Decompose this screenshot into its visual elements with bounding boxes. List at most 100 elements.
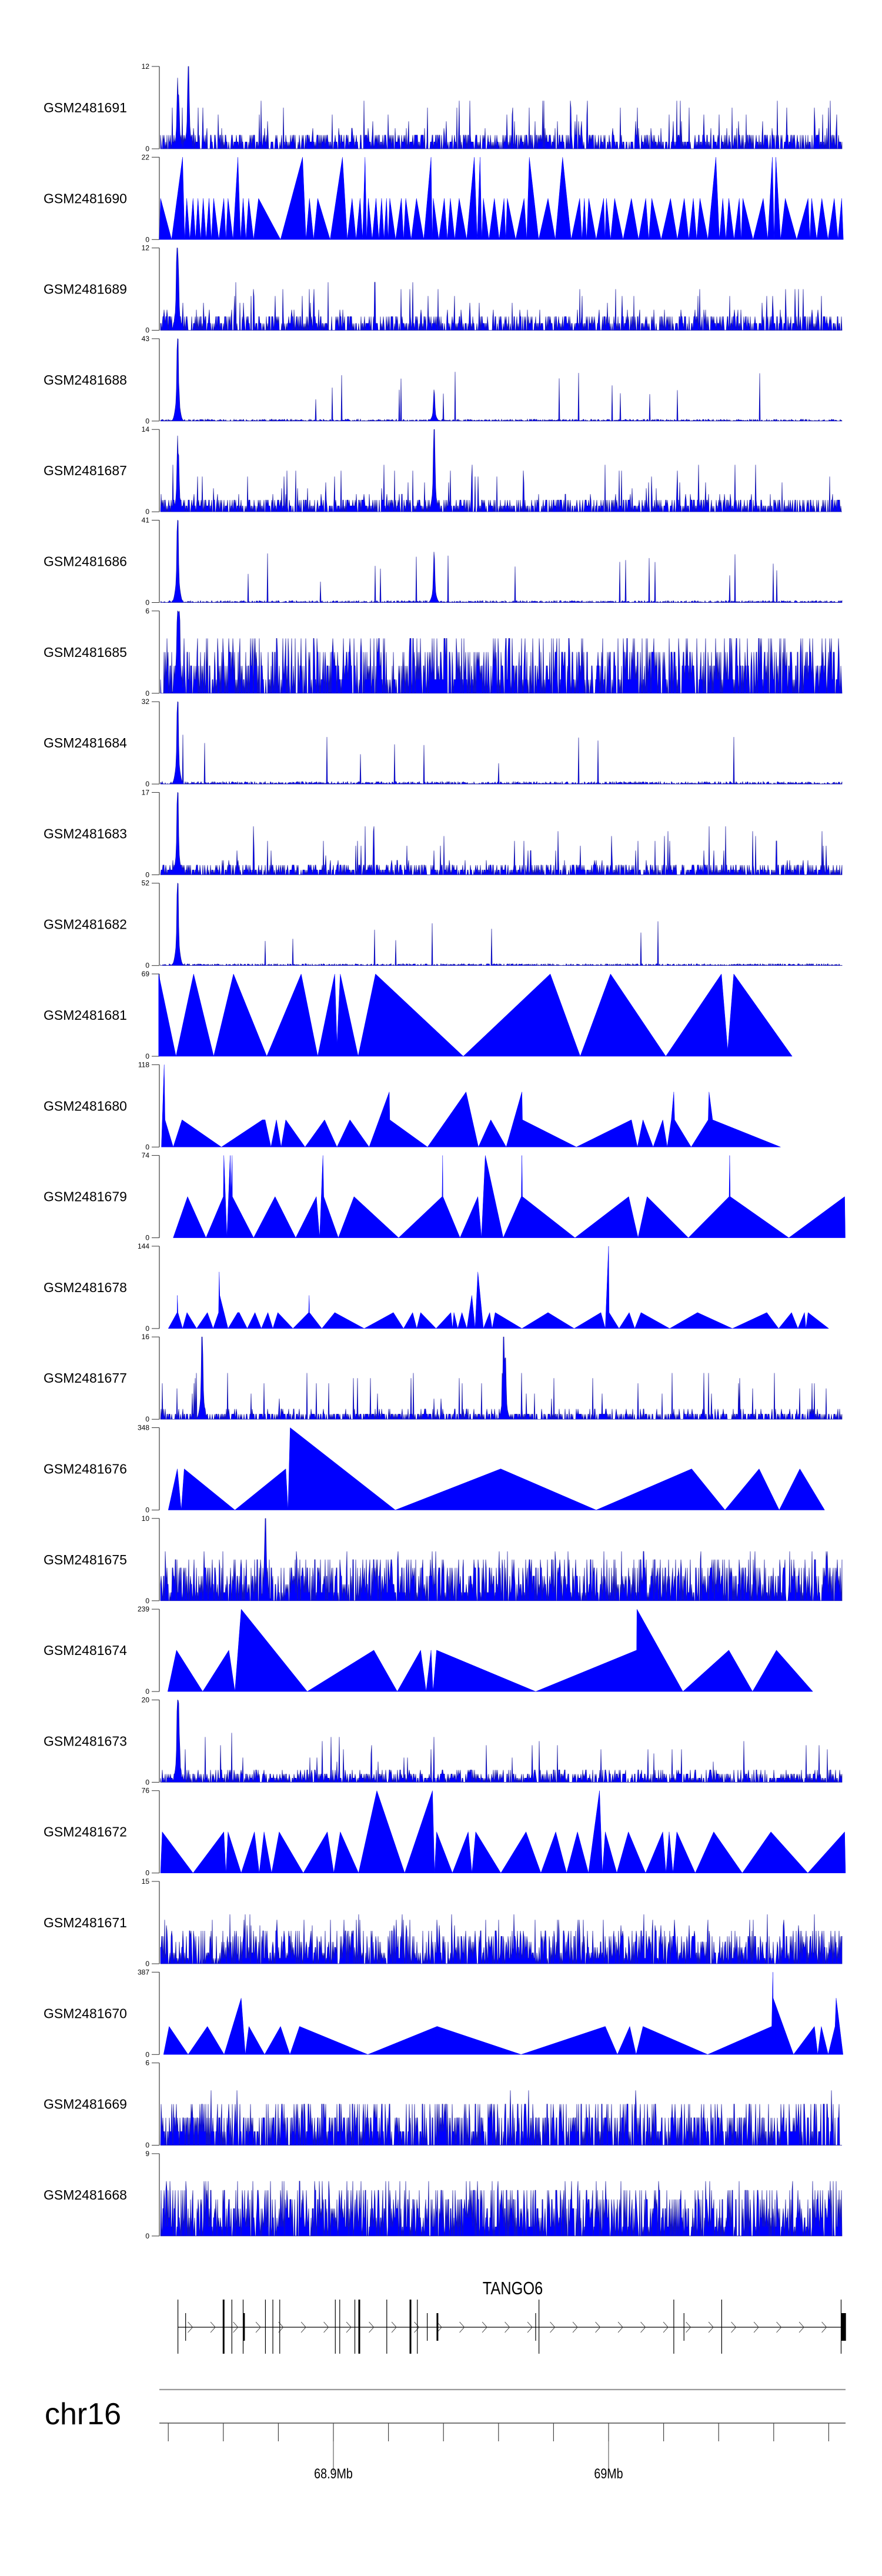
strand-arrow-icon bbox=[595, 2321, 601, 2333]
strand-arrow-icon bbox=[731, 2321, 737, 2333]
track-label: GSM2481675 bbox=[44, 1552, 127, 1567]
y-axis-min-label: 0 bbox=[145, 1687, 149, 1696]
strand-arrow-icon bbox=[323, 2321, 329, 2333]
strand-arrow-icon bbox=[505, 2321, 510, 2333]
track-label: GSM2481673 bbox=[44, 1733, 127, 1749]
y-axis-min-label: 0 bbox=[145, 1234, 149, 1242]
y-axis-min-label: 0 bbox=[145, 1143, 149, 1151]
strand-arrow-icon bbox=[572, 2321, 578, 2333]
y-axis-min-label: 0 bbox=[145, 1415, 149, 1423]
track-label: GSM2481671 bbox=[44, 1915, 127, 1930]
track-GSM2481687: GSM2481687 14 0 bbox=[44, 425, 842, 516]
track-GSM2481669: GSM2481669 6 0 bbox=[44, 2059, 842, 2150]
strand-arrow-icon bbox=[233, 2321, 239, 2333]
exon bbox=[721, 2300, 722, 2354]
y-axis-max-label: 16 bbox=[142, 1333, 150, 1341]
y-axis-min-label: 0 bbox=[145, 2232, 149, 2240]
y-axis-max-label: 387 bbox=[138, 1968, 149, 1976]
signal-area bbox=[173, 1155, 846, 1239]
y-axis-max-label: 9 bbox=[145, 2150, 149, 2158]
signal-area bbox=[158, 973, 793, 1057]
track-GSM2481679: GSM2481679 74 0 bbox=[44, 1152, 846, 1242]
signal-area bbox=[161, 1065, 781, 1148]
exon bbox=[265, 2300, 266, 2354]
track-label: GSM2481682 bbox=[44, 917, 127, 932]
signal-area bbox=[160, 66, 843, 149]
y-axis-min-label: 0 bbox=[145, 599, 149, 607]
strand-arrow-icon bbox=[708, 2321, 714, 2333]
tick-label: 68.9Mb bbox=[314, 2465, 353, 2481]
strand-arrow-icon bbox=[753, 2321, 759, 2333]
track-label: GSM2481677 bbox=[44, 1370, 127, 1386]
signal-area bbox=[159, 157, 844, 241]
signal-area bbox=[167, 1609, 813, 1692]
track-label: GSM2481668 bbox=[44, 2187, 127, 2203]
track-label: GSM2481686 bbox=[44, 554, 127, 569]
signal-area bbox=[168, 1427, 825, 1511]
y-axis-min-label: 0 bbox=[145, 1869, 149, 1877]
y-axis-min-label: 0 bbox=[145, 1960, 149, 1968]
y-axis-max-label: 41 bbox=[142, 516, 150, 525]
y-axis-max-label: 43 bbox=[142, 335, 150, 343]
strand-arrow-icon bbox=[640, 2321, 646, 2333]
y-axis-min-label: 0 bbox=[145, 145, 149, 153]
track-GSM2481670: GSM2481670 387 0 bbox=[44, 1968, 843, 2058]
signal-area bbox=[160, 519, 843, 603]
exon bbox=[673, 2300, 674, 2354]
strand-arrow-icon bbox=[663, 2321, 669, 2333]
track-GSM2481674: GSM2481674 239 0 bbox=[44, 1605, 813, 1696]
strand-arrow-icon bbox=[686, 2321, 691, 2333]
y-axis-max-label: 12 bbox=[142, 62, 150, 71]
signal-area bbox=[160, 883, 843, 966]
track-GSM2481673: GSM2481673 20 0 bbox=[44, 1696, 843, 1786]
exon bbox=[409, 2300, 412, 2354]
track-label: GSM2481684 bbox=[44, 735, 127, 750]
strand-arrow-icon bbox=[459, 2321, 465, 2333]
strand-arrow-icon bbox=[300, 2321, 306, 2333]
exon bbox=[535, 2313, 536, 2341]
signal-area bbox=[160, 1336, 843, 1420]
track-GSM2481680: GSM2481680 118 0 bbox=[44, 1060, 781, 1151]
track-label: GSM2481674 bbox=[44, 1643, 127, 1658]
signal-area bbox=[160, 701, 843, 785]
signal-area bbox=[160, 338, 843, 422]
track-GSM2481672: GSM2481672 76 0 bbox=[44, 1787, 846, 1877]
y-axis-min-label: 0 bbox=[145, 2050, 149, 2058]
y-axis-min-label: 0 bbox=[145, 2141, 149, 2150]
strand-arrow-icon bbox=[210, 2321, 216, 2333]
track-GSM2481686: GSM2481686 41 0 bbox=[44, 516, 843, 607]
y-axis-max-label: 12 bbox=[142, 244, 150, 252]
signal-area bbox=[160, 610, 843, 694]
strand-arrow-icon bbox=[799, 2321, 804, 2333]
y-axis-min-label: 0 bbox=[145, 235, 149, 243]
track-GSM2481688: GSM2481688 43 0 bbox=[44, 335, 843, 425]
y-axis-max-label: 118 bbox=[138, 1060, 149, 1069]
track-label: GSM2481669 bbox=[44, 2097, 127, 2112]
y-axis-max-label: 15 bbox=[142, 1877, 150, 1886]
y-axis-min-label: 0 bbox=[145, 689, 149, 698]
exon bbox=[386, 2300, 387, 2354]
exon bbox=[339, 2300, 340, 2354]
y-axis-max-label: 69 bbox=[142, 970, 150, 978]
y-axis-max-label: 239 bbox=[138, 1605, 149, 1613]
exon bbox=[436, 2313, 439, 2341]
data-tracks: GSM2481691120GSM2481690220GSM2481689120G… bbox=[44, 62, 846, 2240]
track-label: GSM2481679 bbox=[44, 1189, 127, 1204]
signal-area bbox=[160, 1790, 846, 1874]
strand-arrow-icon bbox=[482, 2321, 487, 2333]
track-label: GSM2481691 bbox=[44, 100, 127, 115]
track-label: GSM2481683 bbox=[44, 826, 127, 841]
y-axis-min-label: 0 bbox=[145, 780, 149, 788]
track-label: GSM2481678 bbox=[44, 1280, 127, 1295]
signal-area bbox=[160, 1518, 843, 1601]
strand-arrow-icon bbox=[255, 2321, 261, 2333]
exon bbox=[358, 2300, 360, 2354]
exon bbox=[841, 2313, 846, 2341]
y-axis-min-label: 0 bbox=[145, 1597, 149, 1605]
y-axis-max-label: 20 bbox=[142, 1696, 150, 1704]
gene-name-label: TANGO6 bbox=[483, 2278, 543, 2299]
strand-arrow-icon bbox=[414, 2321, 420, 2333]
strand-arrow-icon bbox=[550, 2321, 556, 2333]
